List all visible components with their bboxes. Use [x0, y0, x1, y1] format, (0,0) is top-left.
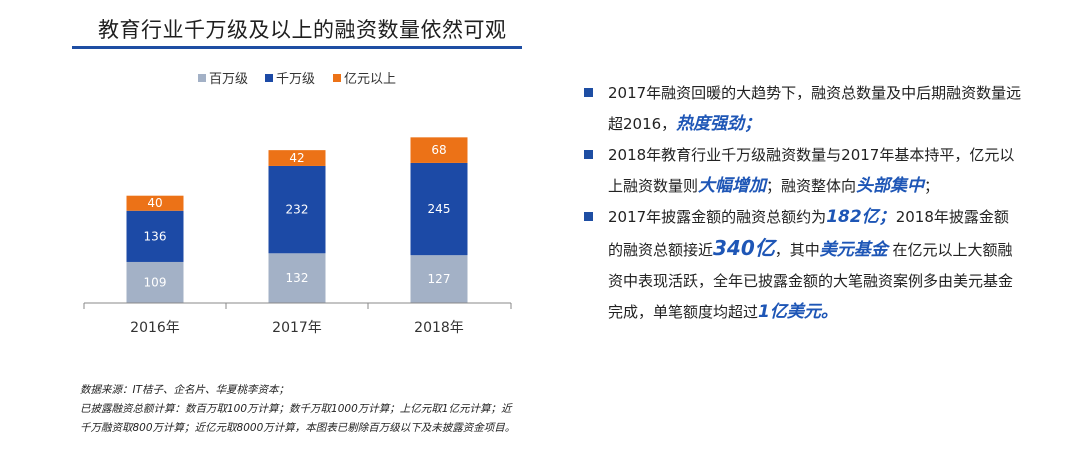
bar-segment — [268, 150, 326, 166]
x-tick-label: 2017年 — [272, 320, 322, 336]
bullet-item: 2017年披露金额的融资总额约为182亿；2018年披露金额的融资总额接近340… — [582, 202, 1022, 328]
bullet-highlight: 头部集中 — [856, 176, 925, 196]
bullet-square-icon — [584, 212, 593, 221]
bullet-text: 2017年融资回暖的大趋势下，融资总数量及中后期融资数量远超2016， — [608, 84, 1022, 133]
bullet-highlight: 热度强劲； — [676, 114, 762, 134]
bullet-highlight: 大幅增加 — [698, 176, 767, 196]
x-tick-label: 2018年 — [414, 320, 464, 336]
bar-segment — [126, 195, 184, 211]
bullet-highlight: 340亿 — [713, 236, 775, 260]
bar-segment — [268, 253, 326, 303]
bar-segment — [268, 165, 326, 254]
data-label: 42 — [289, 151, 304, 165]
legend-swatch — [333, 74, 341, 82]
legend-label: 千万级 — [276, 72, 315, 87]
title-underline — [72, 46, 522, 49]
bar-segment — [126, 261, 184, 303]
source-notes: 数据来源：IT桔子、企名片、华夏桃李资本； 已披露融资总额计算：数百万取100万… — [80, 381, 515, 438]
legend-swatch — [198, 74, 206, 82]
bullet-square-icon — [584, 88, 593, 97]
note-line: 千万融资取800万计算；近亿元取8000万计算，本图表已剔除百万级以下及未披露资… — [80, 422, 516, 434]
bullet-square-icon — [584, 150, 593, 159]
bar-segment — [126, 210, 184, 262]
data-label: 109 — [144, 275, 167, 289]
data-label: 127 — [428, 272, 451, 286]
bullet-list: 2017年融资回暖的大趋势下，融资总数量及中后期融资数量远超2016，热度强劲；… — [582, 78, 1022, 328]
data-label: 68 — [431, 143, 446, 157]
data-label: 232 — [286, 203, 309, 217]
x-tick-label: 2016年 — [130, 320, 180, 336]
bullet-highlight: 美元基金 — [819, 240, 888, 260]
bullet-text: ，其中 — [774, 241, 820, 259]
bar-segment — [410, 255, 468, 303]
note-line: 数据来源：IT桔子、企名片、华夏桃李资本； — [80, 384, 290, 396]
bullet-item: 2018年教育行业千万级融资数量与2017年基本持平，亿元以上融资数量则大幅增加… — [582, 140, 1022, 202]
data-label: 245 — [428, 202, 451, 216]
bar-segment — [410, 137, 468, 163]
bullet-text: 在亿元以上大额融资中表现活跃，全年已披露金额的大笔融资案例多由美元基金完成，单笔… — [608, 241, 1014, 321]
bar-segment — [410, 162, 468, 256]
page-title: 教育行业千万级及以上的融资数量依然可观 — [98, 18, 507, 42]
legend-swatch — [265, 74, 273, 82]
legend-label: 百万级 — [209, 72, 248, 87]
data-label: 132 — [286, 271, 309, 285]
legend-label: 亿元以上 — [344, 72, 396, 87]
data-label: 136 — [144, 229, 167, 243]
bullet-text: 2018年披露金额的融资总额接近 — [608, 208, 1009, 259]
bullet-text: 2017年披露金额的融资总额约为 — [608, 208, 827, 226]
bullet-text: ； — [924, 177, 940, 195]
bullet-item: 2017年融资回暖的大趋势下，融资总数量及中后期融资数量远超2016，热度强劲； — [582, 78, 1022, 140]
stacked-bar-chart: 百万级 千万级 亿元以上 109 136 40 2016年 132 232 42 2017年 127 2… — [83, 72, 512, 336]
bullet-text: 2018年教育行业千万级融资数量与2017年基本持平，亿元以上融资数量则 — [608, 146, 1015, 195]
bullet-text: ；融资整体向 — [766, 177, 857, 195]
bullet-highlight: 182亿； — [826, 207, 896, 227]
bullet-highlight: 1亿美元。 — [758, 302, 838, 322]
note-line: 已披露融资总额计算：数百万取100万计算；数千万取1000万计算；上亿元取1亿元… — [80, 403, 512, 415]
data-label: 40 — [147, 196, 162, 210]
